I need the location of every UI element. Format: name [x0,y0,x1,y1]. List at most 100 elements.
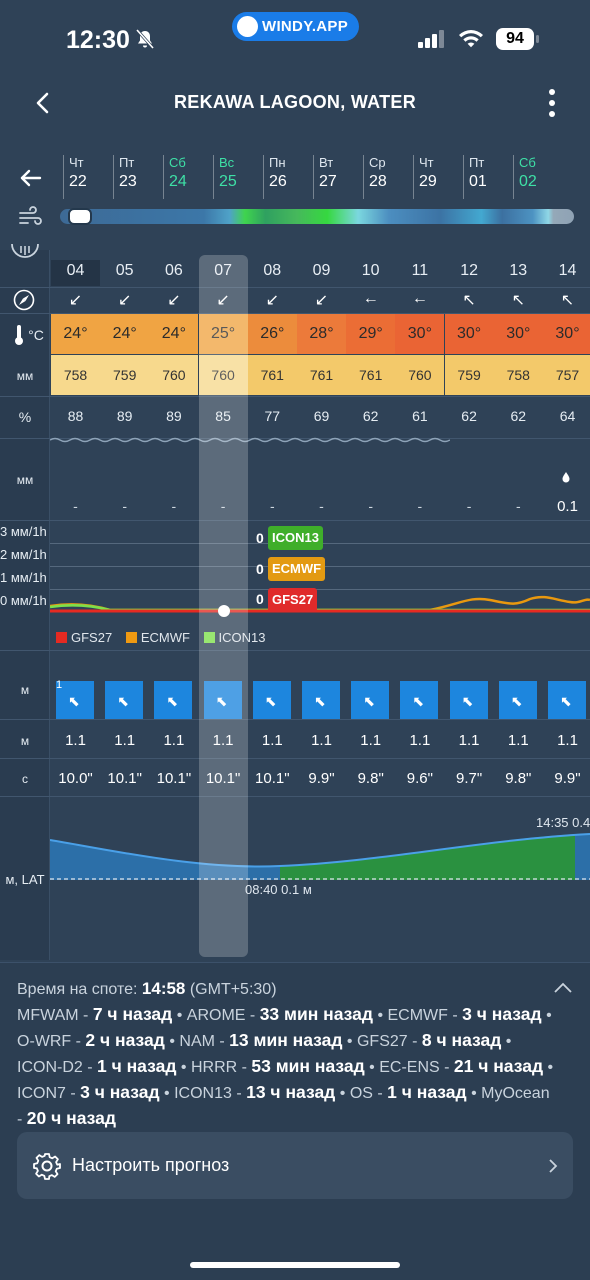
day-name: Пт [119,155,135,170]
time-at-spot: Время на споте: 14:58 (GMT+5:30) [17,979,277,999]
wave-height-value: 1 [56,679,63,691]
selected-hour-column[interactable] [199,255,248,957]
day-name: Ср [369,155,386,170]
day-name: Сб [519,155,536,170]
wave-period-cell: 9.8" [357,770,384,787]
wave-height-bar: ⬉ [56,681,94,719]
model-age: 1 ч назад [387,1082,467,1102]
tide-unit-label: м, LAT [5,872,45,887]
day-tab[interactable]: Пт 01 [463,155,487,199]
model-age: 1 ч назад [97,1056,177,1076]
bullet: • [377,1007,384,1024]
wave-period-cell: 10.1" [205,770,241,787]
model-age: 2 ч назад [85,1030,165,1050]
wave-height-unit-label: м [20,683,30,697]
wind-gust-icon [11,243,39,258]
wind-direction-arrow: ↖ [462,292,476,309]
hour-cell[interactable]: 07 [214,262,232,279]
day-tab[interactable]: Чт 22 [63,155,87,199]
wave-direction-icon: ⬉ [264,693,277,709]
header: REKAWA LAGOON, WATER [0,80,590,126]
hour-cell[interactable]: 09 [312,262,331,279]
bullet: • [505,1033,512,1050]
hour-cell[interactable]: 14 [558,262,577,279]
model-name: HRRR [190,1059,238,1076]
wave-direction-icon: ⬉ [412,693,425,709]
humidity-wave-line [50,437,450,443]
ecmwf-badge: ECMWF [268,557,326,581]
wave-height-bar: ⬉ [400,681,439,719]
chevron-up-icon[interactable] [553,981,573,995]
day-date: 23 [119,173,137,190]
day-tab[interactable]: Сб 24 [163,155,187,199]
day-tab[interactable]: Пн 26 [263,155,287,199]
rain-axis-label: 0 мм/1h [0,593,47,608]
model-name: ICON-D2 [17,1059,83,1076]
timeline-scrubber[interactable] [60,209,574,224]
gfs27-badge: GFS27 [268,588,318,612]
rain-axis-label: 2 мм/1h [0,547,47,562]
day-tab[interactable]: Пт 23 [113,155,137,199]
row-divider [0,650,590,651]
bullet: • [547,1059,554,1076]
precipitation-cell: - [171,498,177,514]
status-bar: 12:30 WINDY.APP 94 [0,0,590,80]
day-tab[interactable]: Вт 27 [313,155,337,199]
day-date: 29 [419,173,437,190]
hour-cell[interactable]: 06 [164,262,183,279]
battery-level: 94 [496,28,534,50]
model-age: 20 ч назад [26,1108,116,1128]
wave-height-cell: 1.1 [360,732,382,749]
wind-direction-arrow: ↙ [117,292,132,309]
day-tab[interactable]: Сб 02 [513,155,537,199]
precip-unit-label: мм [16,473,34,487]
hour-cell[interactable]: 08 [263,262,282,279]
tide-high-label: 14:35 0.4 [536,815,590,830]
row-labels-column [0,250,50,960]
hour-cell[interactable]: 05 [115,262,134,279]
compass-icon [13,289,35,311]
configure-forecast-button[interactable]: Настроить прогноз [17,1132,573,1199]
pressure-cell: 760 [395,355,445,395]
legend-icon13: ICON13 [218,630,266,645]
pressure-cell: 757 [543,355,590,395]
precipitation-cell: - [269,498,275,514]
humidity-cell: 69 [313,408,330,424]
ecmwf-value: 0 [256,561,264,577]
wave-direction-icon: ⬉ [117,693,129,709]
hour-cell[interactable]: 10 [361,262,380,279]
humidity-cell: 61 [412,408,428,424]
temperature-cell: 29° [346,314,396,354]
wind-direction-arrow: ↖ [511,292,525,309]
back-button[interactable] [30,90,56,116]
arrow-left-icon[interactable] [18,165,44,191]
model-name: NAM [179,1033,215,1050]
hour-cell[interactable]: 04 [51,260,100,286]
legend-swatch [203,632,215,643]
icon13-value: 0 [256,530,264,546]
battery-tip [536,35,539,43]
day-tab[interactable]: Вс 25 [213,155,237,199]
humidity-cell: 85 [215,408,231,424]
wave-period-cell: 9.6" [406,770,433,787]
hour-cell[interactable]: 11 [411,262,429,279]
gear-icon [33,1153,61,1180]
home-indicator [190,1262,400,1268]
model-name: O-WRF [17,1033,72,1050]
day-date: 26 [269,173,287,190]
brand-pill[interactable]: WINDY.APP [232,12,359,41]
day-tab[interactable]: Ср 28 [363,155,387,199]
day-tab[interactable]: Чт 29 [413,155,437,199]
more-options-button[interactable] [540,87,564,119]
time-value: 14:58 [141,979,186,998]
humidity-unit-label: % [18,409,32,425]
wave-period-cell: 9.8" [505,770,532,787]
timeline-handle[interactable] [68,208,92,225]
humidity-cell: 62 [461,408,477,424]
hour-cell[interactable]: 12 [460,262,478,279]
days-strip: Чт 22 Пт 23 Сб 24 Вс 25 Пн 26 Вт 27 Ср 28 Чт 29 Пт 01 Сб 02 [0,155,590,201]
hour-cell[interactable]: 13 [509,262,528,279]
wave-height-cell: 1.1 [458,732,480,749]
model-age: 8 ч назад [421,1030,502,1050]
wave-height-bar: ⬉ [154,681,193,719]
